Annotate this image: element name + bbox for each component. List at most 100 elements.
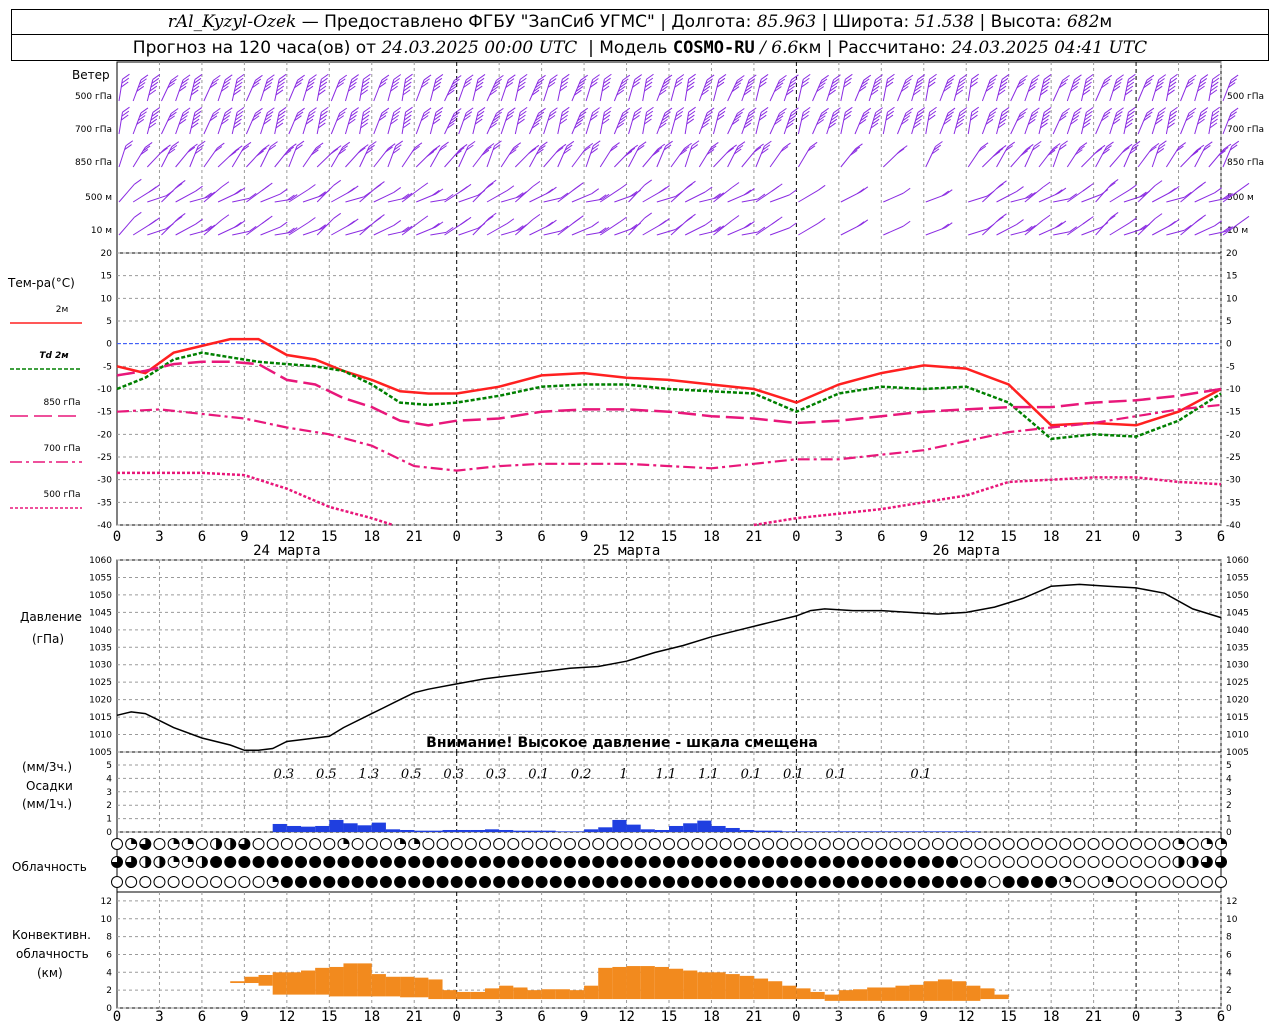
altitude-value: 682 <box>1066 12 1100 32</box>
temp-ytick-right: 5 <box>1226 317 1232 327</box>
wind-barb <box>614 189 641 203</box>
cloud-symbol <box>1158 838 1171 850</box>
wind-barb <box>741 226 766 236</box>
wind-barb <box>458 222 486 236</box>
cloud-symbol <box>507 876 520 888</box>
conv-bar <box>329 966 344 997</box>
conv-ytick-left: 8 <box>106 933 112 943</box>
wind-barb <box>260 221 288 236</box>
precip-bar <box>400 829 415 832</box>
wind-barb <box>415 145 441 168</box>
wind-barb <box>429 107 444 135</box>
wind-barb <box>996 141 1016 168</box>
precip-total-label: 1.1 <box>698 767 719 782</box>
cloud-symbol <box>549 876 562 888</box>
hour-tick-label: 21 <box>745 1009 762 1024</box>
cloud-symbol <box>507 838 520 850</box>
cloud-symbol <box>1002 876 1015 888</box>
hour-tick-label: 21 <box>1085 1009 1102 1024</box>
cloud-symbol <box>620 838 633 850</box>
wind-barb <box>1151 185 1180 203</box>
cloud-symbol <box>181 856 194 868</box>
wind-barb <box>146 144 171 168</box>
wind-barb <box>840 219 869 236</box>
hour-tick-label: 21 <box>406 1009 423 1024</box>
cloud-symbol <box>139 838 152 850</box>
cloud-symbol <box>195 856 208 868</box>
series-line-3 <box>116 403 1222 472</box>
wind-barb <box>500 74 516 102</box>
cloud-symbol <box>408 876 421 888</box>
conv-bar <box>230 981 245 984</box>
wind-barb <box>529 219 557 236</box>
hour-tick-label: 6 <box>537 1009 545 1024</box>
cloud-symbol <box>1158 876 1171 888</box>
wind-barb <box>1109 107 1124 135</box>
wind-barb <box>444 216 472 236</box>
wind-barb <box>599 73 612 102</box>
wind-barb <box>557 215 584 236</box>
wind-barb <box>585 107 600 135</box>
pressure-ytick-right: 1060 <box>1226 556 1249 566</box>
cloud-symbol <box>776 876 789 888</box>
cloud-symbol <box>181 876 194 888</box>
wind-barb <box>387 74 402 102</box>
wind-barb <box>246 182 273 203</box>
cloud-symbol <box>776 856 789 868</box>
model-resolution-unit: км <box>798 37 822 58</box>
wind-barb <box>543 74 558 102</box>
wind-barb <box>868 74 883 102</box>
hour-tick-label: 0 <box>792 1009 800 1024</box>
cloud-symbol <box>563 838 576 850</box>
wind-barb <box>1151 140 1167 168</box>
conv-bar <box>725 974 740 1000</box>
pressure-ytick-left: 1030 <box>89 661 112 671</box>
cloud-symbol <box>1101 838 1114 850</box>
cloud-symbol <box>762 838 775 850</box>
conv-bar <box>980 988 995 1000</box>
wind-barb <box>1081 222 1109 236</box>
conv-bar <box>669 968 684 1000</box>
wind-barb <box>373 220 402 236</box>
wind-barb <box>557 73 570 102</box>
precip-ytick-left: 0 <box>106 828 112 838</box>
conv-bar <box>626 966 641 1000</box>
wind-barb <box>501 224 527 236</box>
pressure-line <box>116 583 1222 752</box>
wind-barb <box>628 179 653 203</box>
wind-barb <box>444 75 462 102</box>
wind-barb <box>345 224 372 236</box>
pressure-ytick-left: 1050 <box>89 591 112 601</box>
wind-barb <box>1109 143 1133 168</box>
hour-tick-label: 15 <box>661 529 678 545</box>
cloud-symbol <box>351 838 364 850</box>
wind-barb <box>302 142 324 168</box>
cloud-symbol <box>974 838 987 850</box>
wind-barb <box>232 225 257 236</box>
wind-barb <box>698 142 719 168</box>
cloud-symbol <box>648 856 661 868</box>
wind-barb <box>203 142 225 168</box>
cloud-symbol <box>563 856 576 868</box>
precip-ytick-right: 4 <box>1226 774 1232 784</box>
wind-barb <box>146 107 161 135</box>
wind-barb <box>132 217 161 236</box>
wind-barb <box>189 191 216 203</box>
wind-barb <box>1010 108 1028 135</box>
forecast-label: Прогноз на 120 часа(ов) от <box>132 37 377 58</box>
wind-barb <box>274 194 298 203</box>
wind-barb <box>373 107 390 135</box>
wind-barb <box>1024 140 1042 168</box>
wind-barb <box>1010 144 1034 168</box>
wind-barb <box>1095 179 1119 203</box>
pressure-ytick-left: 1015 <box>89 713 112 723</box>
cloud-symbol <box>1172 838 1185 850</box>
wind-level-label-left: 10 м <box>91 226 112 236</box>
wind-barb <box>543 143 567 168</box>
cloud-symbol <box>804 838 817 850</box>
cloud-symbol <box>1200 876 1213 888</box>
wind-barb <box>444 108 462 135</box>
wind-barb <box>345 191 372 203</box>
cloud-symbol <box>549 856 562 868</box>
conv-bar <box>937 979 953 1001</box>
